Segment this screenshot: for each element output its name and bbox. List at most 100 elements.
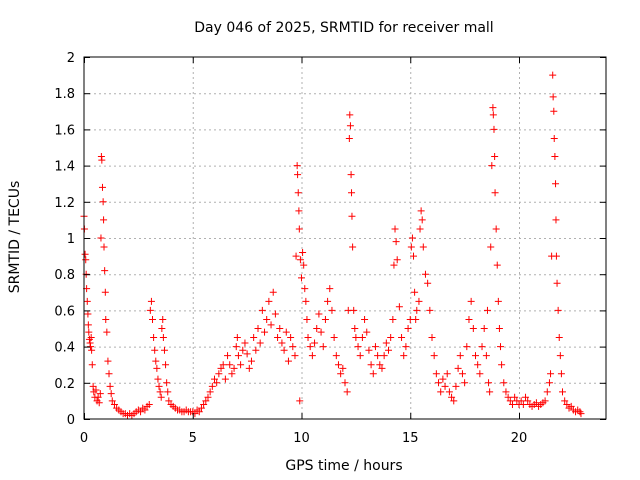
data-point bbox=[103, 328, 111, 336]
data-point bbox=[150, 334, 158, 342]
data-point bbox=[245, 364, 253, 372]
data-point bbox=[311, 339, 319, 347]
data-point bbox=[483, 306, 491, 314]
data-point bbox=[319, 343, 327, 351]
data-point bbox=[274, 334, 282, 342]
data-point bbox=[418, 216, 426, 224]
data-point bbox=[348, 212, 356, 220]
data-point bbox=[421, 270, 429, 278]
data-point bbox=[267, 321, 275, 329]
chart-title: Day 046 of 2025, SRMTID for receiver mal… bbox=[194, 20, 493, 36]
data-point bbox=[324, 297, 332, 305]
x-tick-label: 20 bbox=[511, 431, 528, 446]
data-point bbox=[247, 357, 255, 365]
data-point bbox=[549, 93, 557, 101]
data-point bbox=[549, 71, 557, 79]
data-point bbox=[553, 279, 561, 287]
data-point bbox=[445, 388, 453, 396]
data-point bbox=[304, 334, 312, 342]
data-point bbox=[550, 107, 558, 115]
x-tick-label: 0 bbox=[80, 431, 88, 446]
data-point bbox=[437, 388, 445, 396]
data-point bbox=[524, 397, 532, 405]
data-point bbox=[419, 243, 427, 251]
y-tick-label: 0.6 bbox=[54, 304, 75, 319]
data-point bbox=[204, 393, 212, 401]
data-point bbox=[567, 402, 575, 410]
data-point bbox=[334, 361, 342, 369]
data-point bbox=[487, 243, 495, 251]
data-point bbox=[328, 306, 336, 314]
data-point bbox=[258, 306, 266, 314]
data-point bbox=[547, 370, 555, 378]
data-point bbox=[376, 361, 384, 369]
data-point bbox=[154, 375, 162, 383]
data-point bbox=[463, 343, 471, 351]
data-point bbox=[215, 370, 223, 378]
data-point bbox=[85, 328, 93, 336]
data-point bbox=[417, 207, 425, 215]
data-point bbox=[458, 370, 466, 378]
data-point bbox=[346, 111, 354, 119]
data-point bbox=[254, 325, 262, 332]
data-point bbox=[84, 310, 92, 318]
y-tick-label: 0.2 bbox=[54, 377, 75, 392]
data-series-srmtid bbox=[80, 71, 585, 419]
data-point bbox=[278, 339, 286, 347]
data-point bbox=[156, 388, 164, 396]
data-point bbox=[217, 364, 225, 372]
data-point bbox=[552, 252, 560, 260]
data-point bbox=[432, 370, 440, 378]
data-point bbox=[491, 189, 499, 197]
axis-ticks: 0 5 10 15 20 0 0.2 0.4 0.6 0.8 1 1.2 1.4 1.6 1.8 2 bbox=[54, 51, 606, 446]
data-point bbox=[404, 325, 412, 332]
data-point bbox=[410, 252, 418, 260]
data-point bbox=[480, 325, 488, 332]
data-point bbox=[308, 352, 316, 360]
data-point bbox=[563, 401, 571, 409]
data-point bbox=[102, 315, 110, 323]
data-point bbox=[296, 397, 304, 405]
data-point bbox=[491, 153, 499, 161]
data-point bbox=[147, 297, 155, 305]
data-point bbox=[152, 357, 160, 365]
data-point bbox=[550, 134, 558, 142]
data-point bbox=[321, 315, 329, 323]
y-tick-label: 0 bbox=[67, 413, 75, 428]
data-point bbox=[263, 315, 271, 323]
data-point bbox=[149, 315, 157, 323]
data-point bbox=[486, 388, 494, 396]
data-point bbox=[100, 243, 108, 251]
data-point bbox=[98, 156, 106, 164]
data-point bbox=[101, 267, 109, 275]
data-point bbox=[554, 306, 562, 314]
data-point bbox=[341, 379, 349, 387]
x-tick-label: 15 bbox=[402, 431, 419, 446]
y-tick-label: 2 bbox=[67, 51, 75, 66]
data-point bbox=[105, 370, 113, 378]
data-point bbox=[84, 321, 92, 329]
data-point bbox=[96, 390, 104, 398]
data-point bbox=[488, 162, 496, 170]
x-tick-label: 5 bbox=[189, 431, 197, 446]
data-point bbox=[478, 343, 486, 351]
data-point bbox=[522, 393, 530, 401]
data-point bbox=[301, 285, 309, 293]
data-point bbox=[241, 339, 249, 347]
data-point bbox=[232, 343, 240, 351]
data-point bbox=[358, 334, 366, 342]
data-point bbox=[294, 189, 302, 197]
data-point bbox=[551, 153, 559, 161]
data-point bbox=[346, 122, 354, 130]
data-point bbox=[330, 334, 338, 342]
data-point bbox=[208, 382, 216, 390]
data-point bbox=[519, 401, 527, 409]
data-point bbox=[411, 288, 419, 296]
data-point bbox=[162, 361, 170, 369]
data-point bbox=[230, 364, 238, 372]
data-point bbox=[99, 198, 107, 206]
data-point bbox=[151, 346, 159, 354]
data-point bbox=[424, 279, 432, 287]
data-point bbox=[276, 325, 284, 332]
data-point bbox=[195, 408, 203, 416]
